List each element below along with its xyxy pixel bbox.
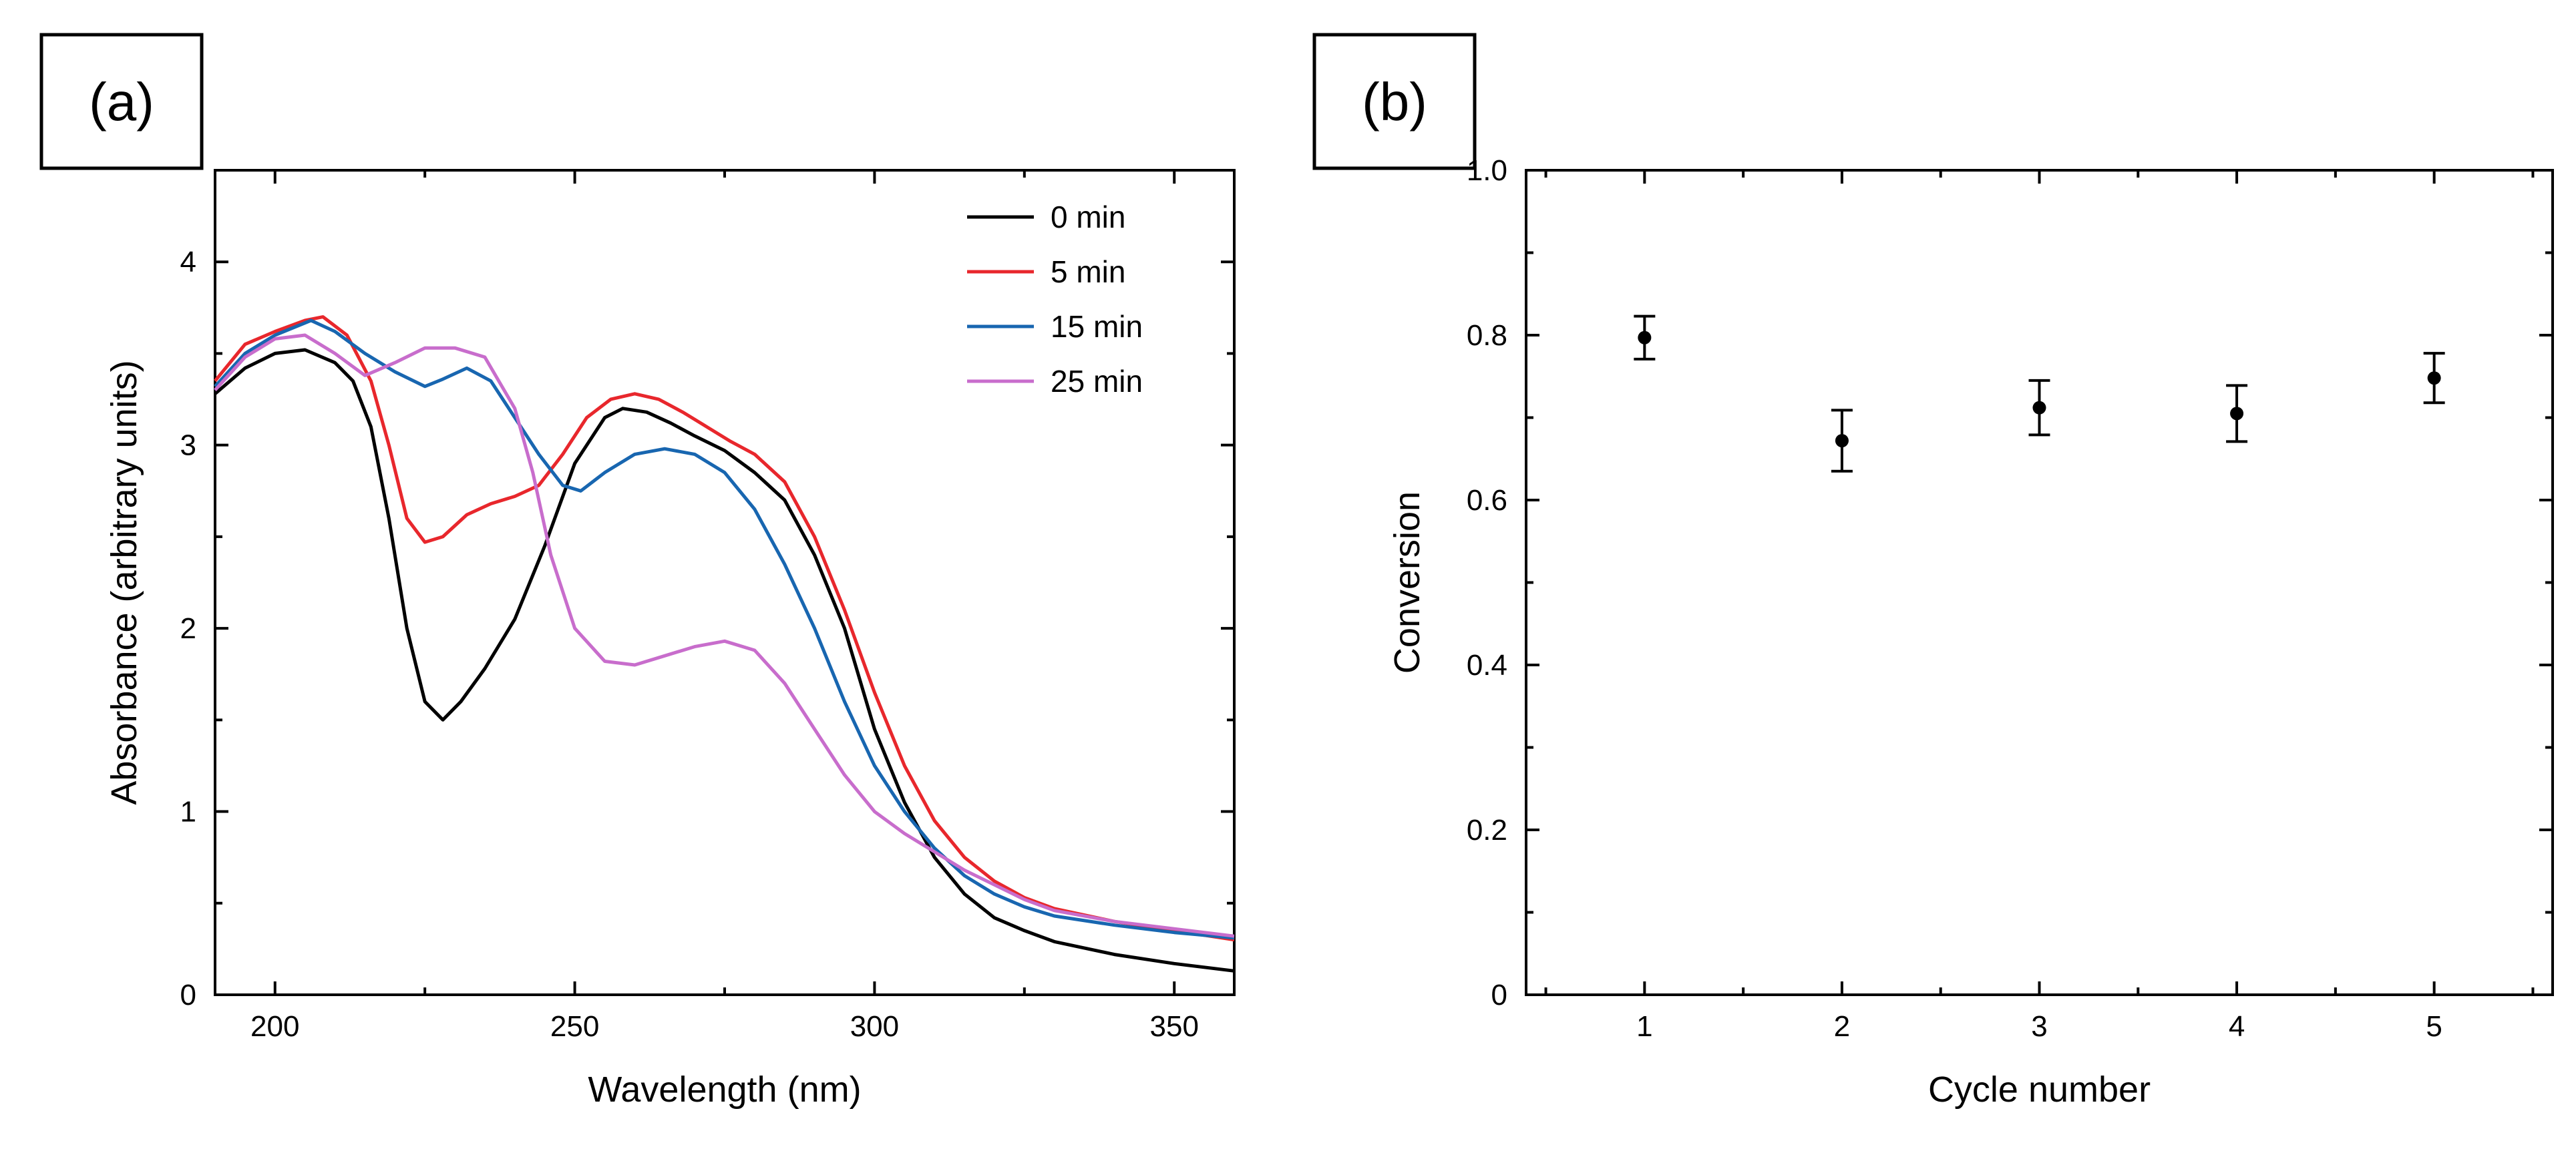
x-tick-label: 350 <box>1150 1010 1199 1043</box>
series-line-15-min <box>214 318 1235 940</box>
panel-label-box <box>39 33 204 170</box>
data-point <box>2427 371 2441 385</box>
x-axis-label: Wavelength (nm) <box>588 1070 861 1110</box>
series-line-5-min <box>214 315 1235 942</box>
series-line-25-min <box>214 333 1235 938</box>
y-tick-label: 3 <box>180 429 196 462</box>
legend-entry: 25 min <box>1051 364 1143 399</box>
data-point <box>1835 434 1849 448</box>
y-tick-label: 1.0 <box>1467 154 1507 187</box>
panel-b: (b) 1 2 3 4 5 0 0.2 0.4 0.6 0.8 1.0 Cycle number Conv… <box>1312 33 2554 1110</box>
legend-entry: 15 min <box>1051 309 1143 344</box>
y-tick-label: 2 <box>180 612 196 645</box>
x-tick-label: 250 <box>550 1010 599 1043</box>
data-point <box>2032 401 2046 415</box>
y-tick-label: 0.2 <box>1467 814 1507 847</box>
x-tick-label: 200 <box>250 1010 299 1043</box>
panel-a: (a) 200 250 300 350 0 1 2 3 4 Wavelength (nm) Absor… <box>39 33 1236 1110</box>
plot-frame <box>214 169 1236 996</box>
data-point <box>1638 330 1652 344</box>
x-tick-label: 2 <box>1834 1010 1850 1043</box>
y-tick-label: 0.8 <box>1467 319 1507 352</box>
x-tick-label: 4 <box>2229 1010 2245 1043</box>
y-tick-label: 0.6 <box>1467 484 1507 517</box>
x-tick-label: 300 <box>850 1010 899 1043</box>
data-point <box>2230 407 2244 421</box>
x-tick-label: 1 <box>1636 1010 1652 1043</box>
y-tick-label: 0.4 <box>1467 649 1507 682</box>
x-axis-label: Cycle number <box>1928 1070 2151 1110</box>
y-axis-label: Conversion <box>1387 491 1427 674</box>
x-tick-label: 3 <box>2031 1010 2047 1043</box>
x-tick-label: 5 <box>2426 1010 2442 1043</box>
panel-label-box <box>1312 33 1477 170</box>
y-tick-label: 4 <box>180 246 196 278</box>
y-tick-label: 0 <box>1491 979 1507 1011</box>
panel-label: (a) <box>89 72 154 132</box>
legend-entry: 0 min <box>1051 200 1125 234</box>
series-line-0-min <box>214 348 1235 973</box>
legend-entry: 5 min <box>1051 254 1125 289</box>
y-tick-label: 1 <box>180 796 196 829</box>
y-axis-label: Absorbance (arbitrary units) <box>104 360 144 804</box>
plot-frame <box>1525 169 2554 996</box>
panel-label: (b) <box>1362 72 1427 132</box>
y-tick-label: 0 <box>180 979 196 1011</box>
